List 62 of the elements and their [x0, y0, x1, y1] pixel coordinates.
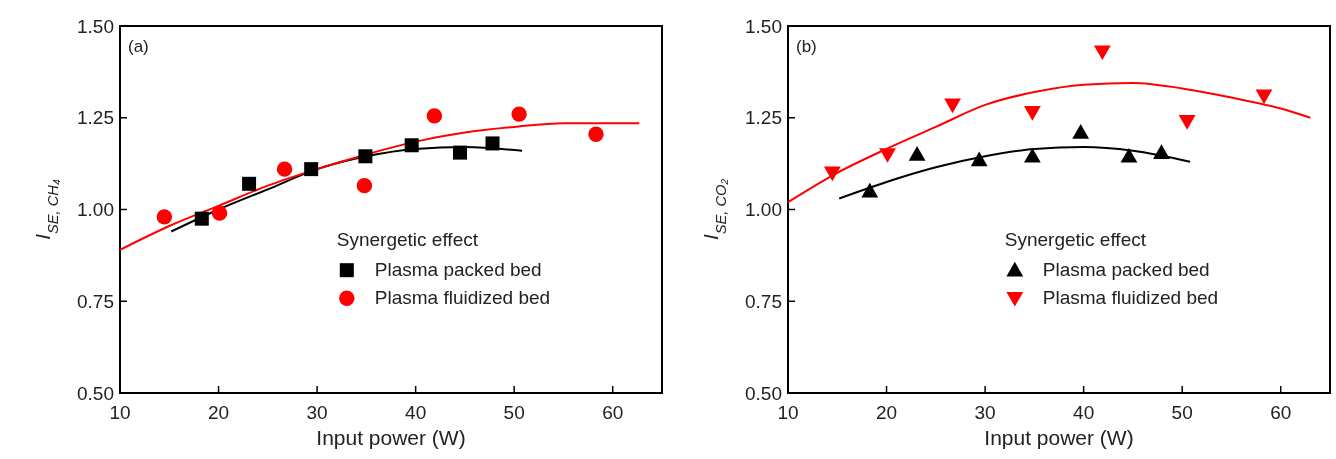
- x-tick-label: 10: [109, 402, 131, 423]
- point: [452, 145, 467, 160]
- point: [156, 209, 173, 225]
- point: [1120, 147, 1138, 163]
- point: [1178, 115, 1196, 130]
- y-tick-label: 1.25: [745, 107, 782, 129]
- x-tick-label: 10: [777, 402, 799, 423]
- line-series: [119, 122, 641, 251]
- y-tick-label: 1.50: [77, 15, 114, 37]
- point: [879, 148, 896, 163]
- x-tick-label: 40: [1073, 402, 1095, 423]
- x-tick-label: 50: [1171, 402, 1193, 423]
- point: [1072, 124, 1090, 139]
- point: [276, 161, 293, 177]
- point: [1255, 89, 1273, 105]
- y-tick-label: 1.25: [77, 107, 114, 129]
- point: [194, 211, 209, 226]
- x-tick-label: 30: [974, 402, 996, 423]
- point: [211, 205, 228, 221]
- point: [944, 98, 961, 114]
- y-tick-label: 0.75: [77, 290, 114, 312]
- x-axis-title: Input power (W): [984, 426, 1134, 449]
- point: [242, 176, 257, 191]
- x-axis-title: Input power (W): [316, 426, 466, 449]
- point: [1153, 144, 1170, 159]
- y-tick-label: 0.50: [745, 382, 782, 404]
- x-tick-label: 60: [1270, 402, 1292, 423]
- x-tick-label: 30: [306, 402, 328, 423]
- y-tick-label: 1.00: [77, 199, 114, 221]
- point: [1023, 105, 1041, 121]
- point: [861, 182, 879, 198]
- point: [1023, 147, 1041, 163]
- x-tick-label: 20: [875, 402, 898, 423]
- y-tick-label: 1.50: [745, 15, 782, 37]
- legend-label: Plasma fluidized bed: [1042, 287, 1219, 309]
- point: [356, 177, 373, 194]
- point: [358, 149, 373, 164]
- point: [426, 108, 443, 124]
- x-tick-label: 40: [405, 402, 427, 423]
- y-tick-label: 1.00: [745, 199, 782, 221]
- point: [511, 106, 527, 122]
- y-tick-label: 0.50: [77, 382, 114, 404]
- line-series: [838, 146, 1192, 200]
- point: [908, 146, 926, 161]
- legend-label: Plasma packed bed: [374, 259, 542, 281]
- x-tick-label: 50: [503, 402, 525, 423]
- point: [1093, 45, 1111, 61]
- legend-title: Synergetic effect: [1004, 229, 1147, 251]
- legend-title: Synergetic effect: [336, 229, 479, 251]
- point: [304, 162, 319, 177]
- line-series: [787, 81, 1312, 204]
- point: [588, 126, 604, 142]
- point: [485, 136, 500, 151]
- legend-label: Plasma packed bed: [1042, 259, 1210, 281]
- x-tick-label: 20: [207, 402, 230, 423]
- x-tick-label: 60: [602, 402, 624, 423]
- legend-label: Plasma fluidized bed: [374, 287, 551, 309]
- annotation: (a): [128, 37, 149, 56]
- point: [404, 138, 419, 153]
- annotation: (b): [796, 37, 817, 56]
- y-tick-label: 0.75: [745, 290, 782, 312]
- point: [970, 151, 988, 167]
